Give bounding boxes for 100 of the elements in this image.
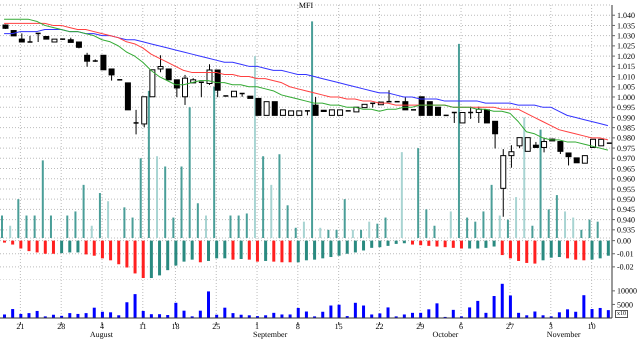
candlestick	[468, 106, 474, 120]
candlestick	[36, 32, 41, 42]
bar	[508, 295, 512, 318]
text: November	[546, 330, 581, 339]
y-tick-label: 1.010	[617, 72, 635, 82]
y-tick-label: 1.040	[617, 11, 635, 20]
bar	[590, 309, 594, 318]
x-tick-label: 1	[255, 322, 260, 331]
candlestick	[108, 68, 115, 82]
bar	[566, 309, 570, 318]
bar	[533, 311, 536, 318]
bar	[92, 308, 96, 318]
bar	[500, 284, 504, 318]
bar	[296, 308, 300, 318]
y-tick-label: 1.025	[617, 42, 635, 51]
bar	[158, 314, 162, 318]
y-tick-label: 10000	[617, 286, 637, 296]
x-tick-label: 22	[375, 322, 384, 331]
candlestick	[100, 54, 106, 70]
y-tick-label: 0.990	[617, 113, 635, 122]
candlestick	[566, 152, 572, 166]
line-series	[4, 29, 608, 126]
y-tick-label: 0.945	[617, 205, 635, 214]
bar	[27, 313, 30, 318]
bar	[606, 310, 610, 318]
y-tick-label: 1.005	[617, 82, 635, 92]
bar	[215, 314, 218, 318]
y-tick-label: 1.030	[617, 32, 635, 40]
x-tick-label: 6	[459, 322, 464, 331]
bar	[125, 302, 128, 318]
bar	[452, 310, 455, 318]
bar	[338, 304, 341, 318]
x-tick-label: 15	[334, 322, 343, 331]
x-tick-label: 18	[171, 322, 180, 331]
bar	[476, 300, 480, 318]
x-tick-label: 3	[548, 322, 553, 331]
y-tick-label: 0.965	[617, 164, 635, 174]
candlestick	[459, 112, 466, 124]
text: September	[253, 330, 288, 339]
bar	[11, 309, 14, 318]
y-tick-label: 1.020	[617, 52, 635, 61]
x-tick-label: 29	[416, 322, 424, 331]
candlestick	[426, 101, 433, 116]
candlestick	[418, 96, 425, 116]
x-tick-label: 27	[506, 322, 514, 331]
bar	[36, 310, 39, 318]
candlestick	[134, 109, 139, 135]
candlestick	[452, 112, 457, 124]
bar	[142, 310, 145, 318]
candlestick	[198, 82, 204, 98]
candlestick	[272, 101, 278, 116]
y-tick-label: 0.995	[617, 103, 635, 112]
bar	[134, 294, 137, 318]
candlestick	[158, 54, 164, 73]
y-tick-label: 1.015	[617, 62, 635, 72]
bar	[582, 295, 586, 318]
candlestick	[557, 141, 564, 154]
y-tick-label: 0.980	[617, 134, 635, 143]
bar	[231, 313, 234, 318]
bar	[354, 302, 357, 318]
candlestick	[492, 120, 498, 149]
y-tick-label: 0.950	[617, 195, 635, 204]
candlestick	[524, 137, 531, 152]
bar	[435, 303, 438, 318]
bar	[207, 291, 210, 318]
y-tick-label: 5000	[617, 300, 633, 310]
bar	[362, 306, 366, 318]
text: August	[90, 330, 114, 339]
x-tick-label: 8	[296, 322, 300, 331]
y-tick-label: 0.955	[617, 184, 635, 194]
bar	[174, 302, 178, 318]
candlestick	[386, 90, 392, 102]
candlestick	[508, 144, 514, 168]
x-tick-label: 4	[100, 322, 104, 331]
candlestick	[214, 69, 221, 98]
x-tick-label: 10	[588, 322, 596, 331]
text: October	[432, 330, 459, 339]
candlestick	[264, 101, 270, 116]
y-tick-label: 0.935	[617, 226, 635, 235]
candlestick	[166, 68, 172, 80]
bar	[329, 306, 332, 318]
bar	[386, 307, 390, 318]
y-tick-label: 1.000	[617, 92, 635, 102]
candlestick	[541, 137, 548, 153]
y-tick-label: 1.035	[617, 21, 635, 30]
x-tick-label: 25	[212, 322, 220, 331]
y-tick-label: -0.01	[617, 250, 634, 259]
bar	[468, 307, 472, 318]
x-tick-label: 21	[16, 322, 24, 331]
bar	[492, 296, 496, 318]
bar	[304, 311, 308, 318]
candlestick	[312, 96, 319, 116]
bar	[84, 313, 88, 318]
y-tick-label: 0.940	[617, 215, 635, 224]
candlestick	[255, 98, 262, 116]
bar	[598, 308, 602, 318]
y-tick-label: 0.970	[617, 154, 635, 164]
chart-title: MFI	[298, 1, 314, 10]
x-tick-label: 11	[138, 322, 147, 331]
bar	[182, 310, 186, 318]
